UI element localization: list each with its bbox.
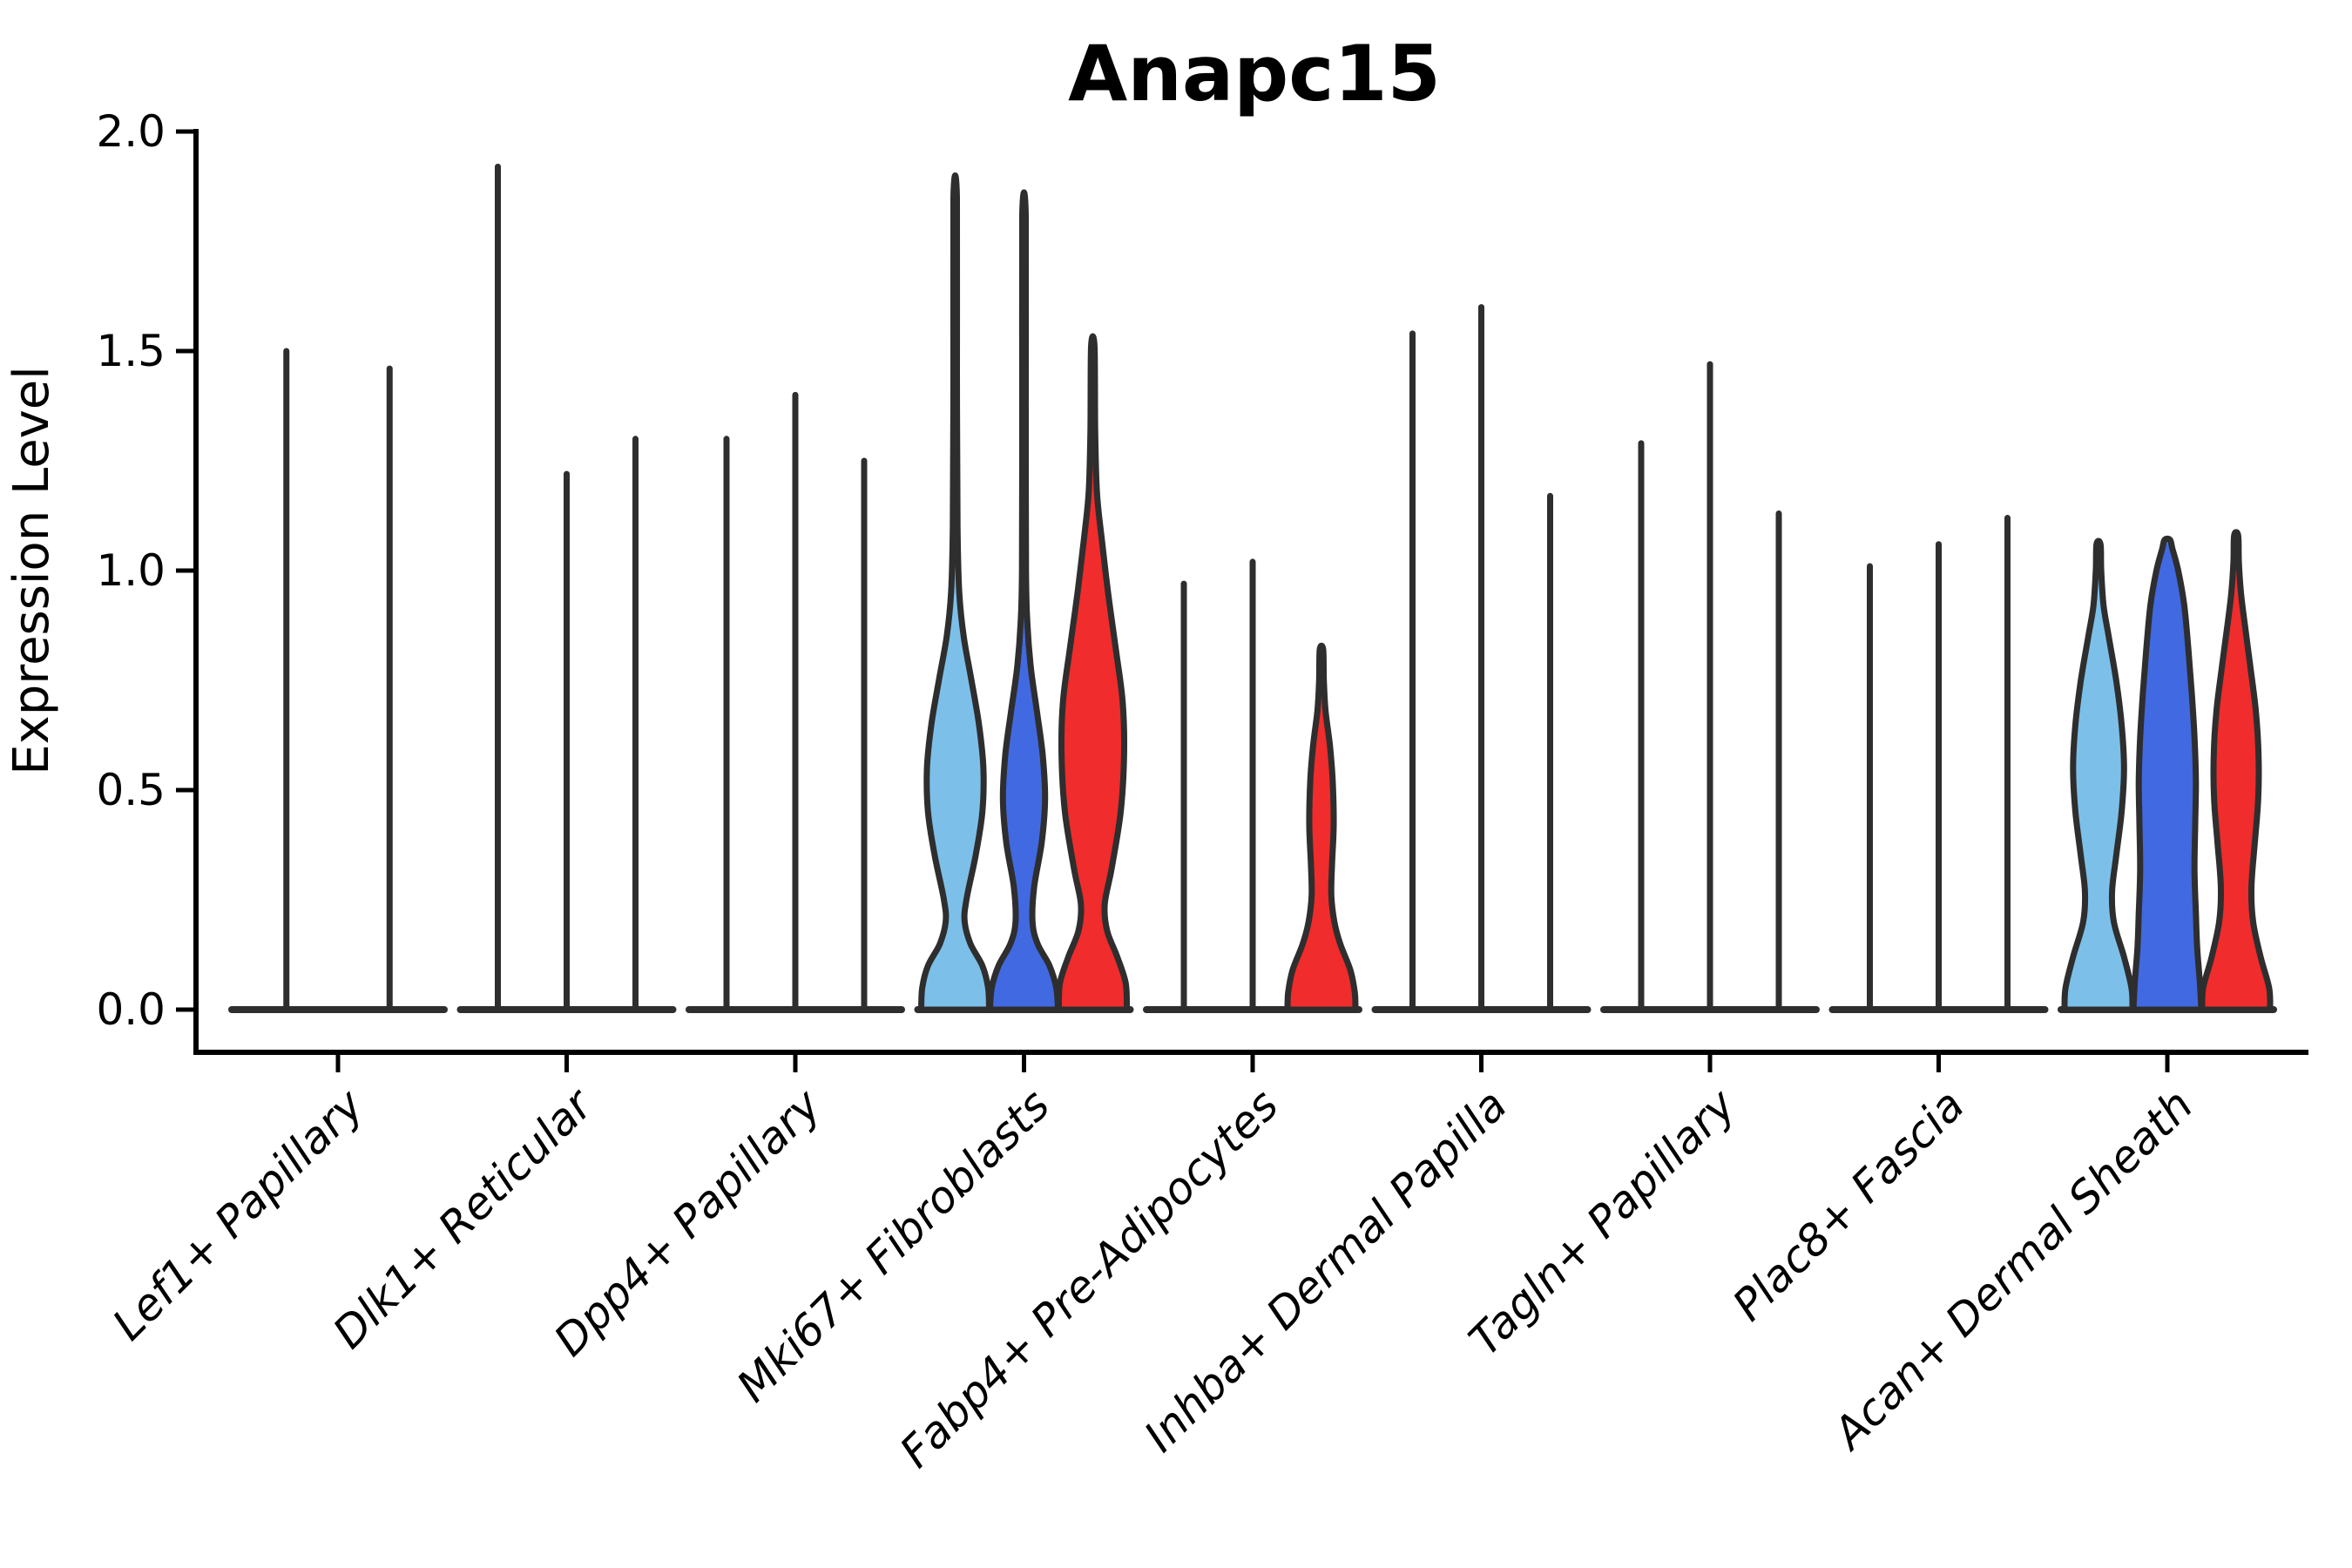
violin-body: [2199, 529, 2274, 1013]
y-tick-label: 2.0: [96, 106, 166, 157]
violin-body: [1284, 642, 1359, 1013]
violin-body: [2130, 535, 2205, 1013]
violin-body: [2061, 537, 2136, 1013]
violin-body: [987, 189, 1061, 1013]
y-axis-title: Expression Level: [3, 366, 60, 775]
y-tick-label: 0.5: [96, 765, 166, 815]
x-tick-label: Fabp4+ Pre-Adipocytes: [890, 1079, 1288, 1477]
x-tick-label: Acan+ Dermal Sheath: [1822, 1079, 2203, 1460]
violin-body: [918, 172, 992, 1013]
violin-body: [1055, 333, 1131, 1013]
x-tick-label: Inhba+ Dermal Papilla: [1135, 1079, 1517, 1461]
x-tick-label: Lef1+ Papillary: [103, 1078, 374, 1349]
plot-title: Anapc15: [1068, 29, 1441, 118]
x-tick-label: Plac8+ Fascia: [1723, 1079, 1974, 1330]
y-tick-label: 1.0: [96, 545, 166, 596]
y-tick-label: 1.5: [96, 326, 166, 376]
y-tick-label: 0.0: [96, 984, 166, 1035]
